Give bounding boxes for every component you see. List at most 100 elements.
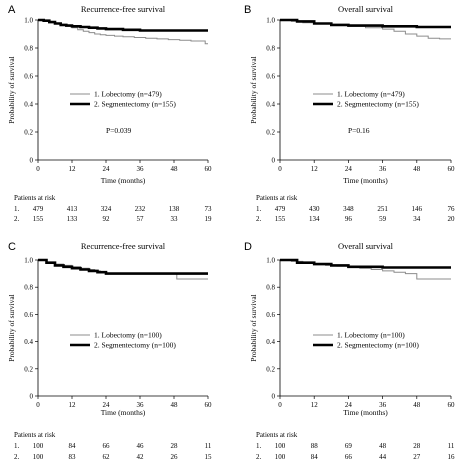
risk-count: 66 [103, 442, 111, 450]
y-tick-label: 0.8 [24, 45, 33, 53]
y-tick-label: 0 [30, 393, 34, 401]
risk-count: 232 [135, 205, 146, 213]
x-axis-label: Time (months) [343, 408, 388, 417]
risk-count: 48 [379, 442, 387, 450]
risk-count: 16 [448, 453, 456, 461]
y-tick-label: 0.2 [266, 129, 275, 137]
x-tick-label: 0 [278, 165, 282, 173]
risk-count: 155 [33, 215, 44, 223]
y-axis-label: Probability of survival [7, 294, 16, 362]
x-tick-label: 24 [103, 165, 111, 173]
risk-count: 44 [379, 453, 387, 461]
legend-label: 2. Segmentectomy (n=100) [337, 341, 419, 350]
legend-label: 1. Lobectomy (n=100) [94, 331, 162, 340]
risk-count: 34 [413, 215, 421, 223]
risk-row-label: 1. [14, 205, 20, 213]
p-value-annotation: P=0.039 [106, 126, 132, 135]
legend-label: 1. Lobectomy (n=100) [337, 331, 405, 340]
x-tick-label: 24 [103, 401, 111, 409]
x-tick-label: 48 [413, 165, 421, 173]
risk-count: 100 [275, 453, 286, 461]
y-tick-label: 0 [30, 157, 34, 165]
risk-count: 134 [309, 215, 320, 223]
legend-label: 1. Lobectomy (n=479) [94, 90, 162, 99]
y-tick-label: 0.4 [266, 101, 275, 109]
risk-count: 138 [169, 205, 180, 213]
x-tick-label: 12 [311, 401, 319, 409]
y-tick-label: 0.2 [266, 365, 275, 373]
x-tick-label: 36 [137, 165, 145, 173]
y-tick-label: 0.6 [266, 311, 275, 319]
legend-label: 2. Segmentectomy (n=155) [337, 100, 419, 109]
chart-title: Recurrence-free survival [81, 241, 166, 251]
legend-label: 2. Segmentectomy (n=155) [94, 100, 176, 109]
p-value-annotation: P=0.16 [348, 126, 370, 135]
risk-count: 26 [171, 453, 179, 461]
panel-a: A Recurrence-free survival 0 0.2 0.4 0.6 0.8 1.… [7, 4, 212, 223]
panel-b: B Overall survival 0 0.2 0.4 0.6 0.8 1.0 0 12 24 36… [244, 4, 455, 223]
series-line-2 [280, 18, 451, 29]
risk-row-label: 1. [256, 442, 262, 450]
risk-count: 19 [205, 215, 213, 223]
risk-count: 430 [309, 205, 320, 213]
y-tick-label: 0.4 [24, 338, 33, 346]
y-tick-label: 1.0 [24, 17, 33, 25]
x-tick-label: 36 [379, 165, 387, 173]
y-tick-label: 0.6 [24, 311, 33, 319]
risk-count: 62 [103, 453, 111, 461]
x-tick-label: 0 [36, 401, 40, 409]
risk-count: 84 [311, 453, 319, 461]
chart-title: Overall survival [338, 4, 394, 14]
risk-count: 133 [67, 215, 78, 223]
risk-count: 69 [345, 442, 353, 450]
x-tick-label: 48 [171, 401, 179, 409]
panel-letter: C [8, 241, 16, 253]
risk-count: 57 [137, 215, 145, 223]
y-tick-label: 0 [272, 157, 276, 165]
y-tick-label: 0 [272, 393, 276, 401]
risk-count: 100 [275, 442, 286, 450]
risk-row-label: 2. [256, 215, 262, 223]
x-tick-label: 48 [413, 401, 421, 409]
x-tick-label: 12 [69, 165, 77, 173]
x-tick-label: 24 [345, 401, 353, 409]
panel-d: D Overall survival 0 0.2 0.4 0.6 0.8 1.0 0 12 24 36… [244, 241, 455, 461]
risk-count: 100 [33, 453, 44, 461]
legend-label: 2. Segmentectomy (n=100) [94, 341, 176, 350]
y-tick-label: 0.2 [24, 365, 33, 373]
x-tick-label: 60 [205, 401, 213, 409]
risk-count: 88 [311, 442, 319, 450]
risk-table-heading: Patients at risk [256, 194, 298, 202]
y-axis-label: Probability of survival [249, 56, 258, 124]
chart-title: Overall survival [338, 241, 394, 251]
y-tick-label: 1.0 [266, 257, 275, 265]
y-axis-label: Probability of survival [249, 294, 258, 362]
risk-count: 28 [171, 442, 179, 450]
risk-row-label: 2. [14, 215, 20, 223]
risk-table-heading: Patients at risk [14, 194, 56, 202]
risk-count: 84 [69, 442, 77, 450]
panel-letter: B [244, 4, 251, 16]
y-tick-label: 0.8 [266, 284, 275, 292]
legend-label: 1. Lobectomy (n=479) [337, 90, 405, 99]
risk-count: 11 [448, 442, 455, 450]
risk-count: 66 [345, 453, 353, 461]
risk-count: 11 [205, 442, 212, 450]
y-tick-label: 0.6 [24, 73, 33, 81]
risk-count: 479 [275, 205, 286, 213]
y-tick-label: 0.4 [266, 338, 275, 346]
risk-count: 28 [413, 442, 421, 450]
series-line-1 [280, 19, 451, 40]
x-tick-label: 24 [345, 165, 353, 173]
x-axis-label: Time (months) [101, 176, 146, 185]
x-axis-label: Time (months) [101, 408, 146, 417]
risk-row-label: 2. [256, 453, 262, 461]
risk-count: 83 [69, 453, 77, 461]
series-line-2 [38, 18, 208, 32]
risk-count: 155 [275, 215, 286, 223]
x-tick-label: 12 [311, 165, 319, 173]
risk-count: 73 [205, 205, 213, 213]
risk-count: 15 [205, 453, 213, 461]
y-tick-label: 0.6 [266, 73, 275, 81]
